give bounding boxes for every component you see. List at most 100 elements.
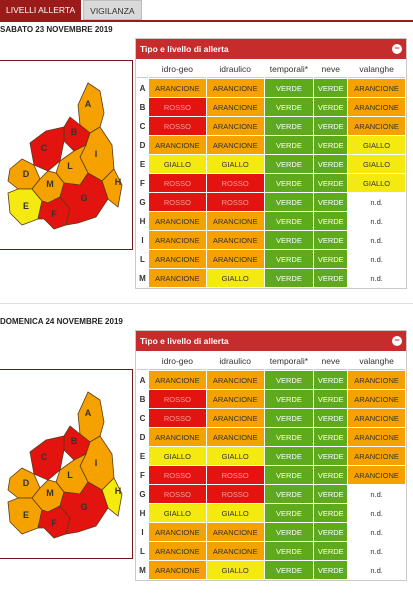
alert-level-cell: n.d. bbox=[348, 231, 405, 249]
alert-level-cell: VERDE bbox=[314, 155, 348, 173]
alert-level-cell: ROSSO bbox=[149, 485, 206, 503]
zone-label: L bbox=[137, 542, 148, 560]
alert-level-cell: VERDE bbox=[314, 428, 348, 446]
zone-label: F bbox=[137, 466, 148, 484]
alert-level-cell: GIALLO bbox=[149, 155, 206, 173]
table-row: E GIALLO GIALLO VERDE VERDE ARANCIONE bbox=[137, 447, 405, 465]
alert-level-cell: VERDE bbox=[314, 485, 348, 503]
map-zone-label: A bbox=[85, 99, 92, 109]
day-title-2: DOMENICA 24 NOVEMBRE 2019 bbox=[0, 317, 123, 326]
alert-level-cell: VERDE bbox=[264, 174, 314, 192]
zone-header bbox=[137, 61, 148, 78]
zone-label: D bbox=[137, 428, 148, 446]
alert-level-cell: VERDE bbox=[264, 447, 314, 465]
column-header: temporali* bbox=[264, 353, 314, 370]
zone-label: M bbox=[137, 269, 148, 287]
map-zone-label: H bbox=[115, 177, 122, 187]
map-zone-g[interactable] bbox=[59, 172, 109, 226]
zone-label: H bbox=[137, 212, 148, 230]
table-row: F ROSSO ROSSO VERDE VERDE ARANCIONE bbox=[137, 466, 405, 484]
alert-level-cell: n.d. bbox=[348, 504, 405, 522]
column-header: idraulico bbox=[206, 61, 264, 78]
alert-level-cell: ARANCIONE bbox=[206, 117, 264, 135]
alert-level-cell: n.d. bbox=[348, 485, 405, 503]
map-zone-g[interactable] bbox=[59, 481, 109, 535]
map-zone-label: B bbox=[71, 436, 78, 446]
alert-level-cell: VERDE bbox=[314, 117, 348, 135]
alert-level-cell: ARANCIONE bbox=[206, 523, 264, 541]
zone-label: C bbox=[137, 409, 148, 427]
tab-livelli-allerta[interactable]: LIVELLI ALLERTA bbox=[0, 0, 82, 20]
alert-level-cell: ARANCIONE bbox=[149, 428, 206, 446]
alert-level-cell: ARANCIONE bbox=[348, 409, 405, 427]
alert-level-cell: ARANCIONE bbox=[206, 250, 264, 268]
zone-label: B bbox=[137, 390, 148, 408]
alert-level-cell: VERDE bbox=[264, 79, 314, 97]
column-header: neve bbox=[314, 353, 348, 370]
zone-label: E bbox=[137, 447, 148, 465]
table-row: D ARANCIONE ARANCIONE VERDE VERDE GIALLO bbox=[137, 136, 405, 154]
alert-level-cell: ARANCIONE bbox=[206, 371, 264, 389]
zone-label: A bbox=[137, 371, 148, 389]
alert-level-cell: VERDE bbox=[314, 371, 348, 389]
panel-title: Tipo e livello di allerta bbox=[140, 44, 229, 54]
alert-level-cell: ARANCIONE bbox=[206, 390, 264, 408]
minus-circle-icon[interactable]: − bbox=[392, 336, 402, 346]
zone-label: D bbox=[137, 136, 148, 154]
alert-level-cell: GIALLO bbox=[206, 447, 264, 465]
alert-level-cell: n.d. bbox=[348, 193, 405, 211]
zone-label: E bbox=[137, 155, 148, 173]
alert-level-cell: VERDE bbox=[264, 193, 314, 211]
column-header: idro-geo bbox=[149, 353, 206, 370]
alert-level-cell: ARANCIONE bbox=[206, 79, 264, 97]
alert-level-cell: ARANCIONE bbox=[348, 117, 405, 135]
alert-level-cell: ARANCIONE bbox=[149, 231, 206, 249]
alert-level-cell: ARANCIONE bbox=[206, 542, 264, 560]
map-zone-label: I bbox=[95, 149, 98, 159]
day-divider bbox=[0, 303, 413, 304]
map-zone-c[interactable] bbox=[29, 435, 65, 481]
zone-label: I bbox=[137, 523, 148, 541]
table-row: M ARANCIONE GIALLO VERDE VERDE n.d. bbox=[137, 269, 405, 287]
alert-level-cell: VERDE bbox=[264, 117, 314, 135]
table-header-row: idro-geo idraulico temporali* neve valan… bbox=[137, 353, 405, 370]
alert-level-cell: ROSSO bbox=[206, 485, 264, 503]
table-row: E GIALLO GIALLO VERDE VERDE GIALLO bbox=[137, 155, 405, 173]
map-zone-c[interactable] bbox=[29, 126, 65, 172]
table-row: I ARANCIONE ARANCIONE VERDE VERDE n.d. bbox=[137, 231, 405, 249]
alert-level-cell: ARANCIONE bbox=[149, 136, 206, 154]
alert-level-cell: VERDE bbox=[264, 504, 314, 522]
alert-level-cell: VERDE bbox=[264, 523, 314, 541]
panel-title: Tipo e livello di allerta bbox=[140, 336, 229, 346]
alert-level-cell: VERDE bbox=[314, 561, 348, 579]
alert-panel-1: Tipo e livello di allerta − idro-geo idr… bbox=[135, 38, 407, 289]
alert-level-cell: ARANCIONE bbox=[348, 466, 405, 484]
alert-level-cell: VERDE bbox=[314, 447, 348, 465]
alert-level-cell: VERDE bbox=[314, 542, 348, 560]
map-zone-h[interactable] bbox=[101, 477, 123, 517]
alert-level-cell: VERDE bbox=[314, 212, 348, 230]
alert-level-cell: GIALLO bbox=[348, 136, 405, 154]
map-zone-label: M bbox=[46, 179, 54, 189]
alert-level-cell: ROSSO bbox=[206, 174, 264, 192]
zone-label: G bbox=[137, 193, 148, 211]
alert-level-cell: ROSSO bbox=[149, 193, 206, 211]
alert-level-cell: VERDE bbox=[314, 174, 348, 192]
minus-circle-icon[interactable]: − bbox=[392, 44, 402, 54]
alert-level-cell: n.d. bbox=[348, 212, 405, 230]
alert-level-cell: VERDE bbox=[314, 466, 348, 484]
alert-level-cell: VERDE bbox=[264, 212, 314, 230]
alert-level-cell: n.d. bbox=[348, 542, 405, 560]
map-zone-label: F bbox=[51, 518, 57, 528]
map-zone-label: G bbox=[80, 193, 87, 203]
alert-level-cell: ARANCIONE bbox=[149, 212, 206, 230]
column-header: neve bbox=[314, 61, 348, 78]
map-zone-label: L bbox=[67, 161, 73, 171]
alert-level-cell: ARANCIONE bbox=[348, 79, 405, 97]
alert-level-cell: VERDE bbox=[314, 504, 348, 522]
map-zone-h[interactable] bbox=[101, 168, 123, 208]
tab-vigilanza[interactable]: VIGILANZA bbox=[83, 0, 142, 20]
map-zone-label: E bbox=[23, 510, 29, 520]
table-row: A ARANCIONE ARANCIONE VERDE VERDE ARANCIONE bbox=[137, 371, 405, 389]
alert-level-cell: VERDE bbox=[314, 98, 348, 116]
